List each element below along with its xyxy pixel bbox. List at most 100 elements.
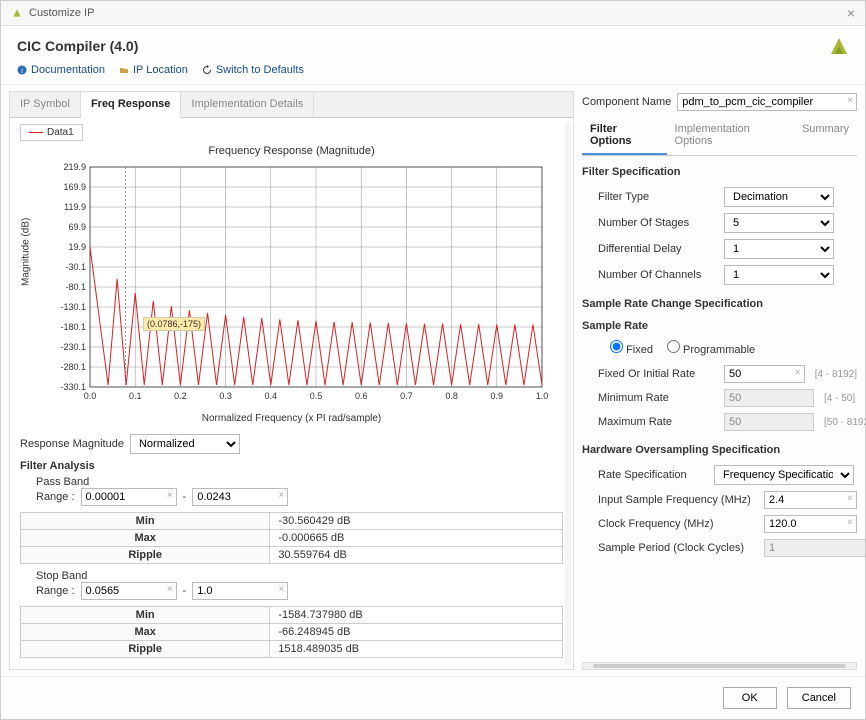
titlebar: Customize IP × (1, 1, 865, 26)
svg-text:0.8: 0.8 (445, 391, 458, 401)
chart-legend: Data1 (20, 124, 83, 141)
response-magnitude-select[interactable]: Normalized (130, 434, 240, 454)
tab-impl-details[interactable]: Implementation Details (181, 92, 314, 117)
svg-text:0.2: 0.2 (174, 391, 187, 401)
fixed-radio[interactable]: Fixed (610, 340, 653, 356)
tab-summary[interactable]: Summary (794, 117, 857, 155)
min-rate-hint: [4 - 50] (824, 393, 855, 404)
num-channels-select[interactable]: 1 (724, 265, 834, 285)
pass-band-table: Min-30.560429 dB Max-0.000665 dB Ripple3… (20, 512, 563, 564)
svg-text:0.4: 0.4 (264, 391, 277, 401)
response-magnitude-label: Response Magnitude (20, 438, 124, 450)
svg-text:-280.1: -280.1 (60, 362, 86, 372)
max-rate-hint: [50 - 8192] (824, 417, 865, 428)
filter-type-select[interactable]: Decimation (724, 187, 834, 207)
svg-text:219.9: 219.9 (63, 162, 86, 172)
num-channels-label: Number Of Channels (598, 269, 718, 281)
sample-rate-spec-title: Sample Rate Change Specification (582, 298, 857, 310)
filter-analysis-title: Filter Analysis (20, 460, 563, 472)
svg-text:-80.1: -80.1 (65, 282, 86, 292)
sample-period-input (764, 539, 865, 557)
tab-ip-symbol[interactable]: IP Symbol (10, 92, 81, 117)
chart[interactable]: 0.00.10.20.30.40.50.60.70.80.91.0219.916… (32, 161, 552, 411)
svg-text:119.9: 119.9 (64, 202, 86, 212)
clear-icon[interactable]: × (847, 517, 853, 528)
input-freq-label: Input Sample Frequency (MHz) (598, 494, 758, 506)
pass-band-from-input[interactable] (81, 488, 177, 506)
svg-text:-180.1: -180.1 (60, 322, 86, 332)
stop-band-to-input[interactable] (192, 582, 288, 600)
tab-freq-response[interactable]: Freq Response (81, 92, 181, 118)
chart-marker-label: (0.0786,-175) (143, 317, 205, 331)
clear-icon[interactable]: × (847, 95, 853, 106)
left-tabs: IP Symbol Freq Response Implementation D… (10, 92, 573, 118)
min-rate-input (724, 389, 814, 407)
info-icon: i (17, 65, 27, 75)
legend-line-icon (29, 132, 43, 133)
sample-rate-label: Sample Rate (582, 320, 857, 332)
close-icon[interactable]: × (847, 5, 855, 21)
svg-text:-30.1: -30.1 (65, 262, 86, 272)
clear-icon[interactable]: × (847, 493, 853, 504)
tab-filter-options[interactable]: Filter Options (582, 117, 667, 155)
num-stages-label: Number Of Stages (598, 217, 718, 229)
svg-text:19.9: 19.9 (68, 242, 86, 252)
max-rate-label: Maximum Rate (598, 416, 718, 428)
rate-spec-select[interactable]: Frequency Specification (714, 465, 854, 485)
max-rate-input (724, 413, 814, 431)
legend-label: Data1 (47, 127, 74, 138)
clear-icon[interactable]: × (167, 490, 173, 501)
stop-band-from-input[interactable] (81, 582, 177, 600)
svg-text:-330.1: -330.1 (60, 382, 86, 392)
input-freq-input[interactable] (764, 491, 857, 509)
cancel-button[interactable]: Cancel (787, 687, 851, 709)
svg-text:0.5: 0.5 (309, 391, 322, 401)
chart-ylabel: Magnitude (dB) (20, 218, 31, 286)
rate-spec-label: Rate Specification (598, 469, 708, 481)
filter-spec-title: Filter Specification (582, 166, 857, 178)
svg-text:0.0: 0.0 (83, 391, 96, 401)
chart-title: Frequency Response (Magnitude) (20, 145, 563, 157)
fixed-rate-hint: [4 - 8192] (815, 369, 857, 380)
switch-defaults-link[interactable]: Switch to Defaults (202, 64, 304, 76)
switch-defaults-label: Switch to Defaults (216, 64, 304, 76)
programmable-radio[interactable]: Programmable (667, 340, 755, 356)
component-name-input[interactable] (677, 93, 857, 111)
svg-text:1.0: 1.0 (535, 391, 548, 401)
vendor-logo-icon (829, 36, 849, 56)
tab-impl-options[interactable]: Implementation Options (667, 117, 794, 155)
pass-band-to-input[interactable] (192, 488, 288, 506)
pass-band-label: Pass Band (36, 476, 563, 488)
stop-band-table: Min-1584.737980 dB Max-66.248945 dB Ripp… (20, 606, 563, 658)
num-stages-select[interactable]: 5 (724, 213, 834, 233)
fixed-rate-input[interactable] (724, 365, 805, 383)
vertical-scrollbar[interactable] (565, 122, 571, 665)
ok-button[interactable]: OK (723, 687, 777, 709)
clear-icon[interactable]: × (167, 584, 173, 595)
clock-freq-input[interactable] (764, 515, 857, 533)
min-rate-label: Minimum Rate (598, 392, 718, 404)
svg-text:0.7: 0.7 (400, 391, 413, 401)
window-title: Customize IP (29, 7, 847, 19)
clear-icon[interactable]: × (278, 584, 284, 595)
stop-band-range-label: Range : (36, 585, 75, 597)
clock-freq-label: Clock Frequency (MHz) (598, 518, 758, 530)
folder-icon (119, 65, 129, 75)
right-tabs: Filter Options Implementation Options Su… (582, 117, 857, 156)
fixed-rate-label: Fixed Or Initial Rate (598, 368, 718, 380)
svg-text:0.9: 0.9 (490, 391, 503, 401)
ip-title: CIC Compiler (4.0) (17, 38, 829, 54)
ip-location-label: IP Location (133, 64, 188, 76)
component-name-label: Component Name (582, 96, 671, 108)
horizontal-scrollbar[interactable] (582, 662, 857, 670)
ip-location-link[interactable]: IP Location (119, 64, 188, 76)
diff-delay-select[interactable]: 1 (724, 239, 834, 259)
refresh-icon (202, 65, 212, 75)
svg-text:169.9: 169.9 (63, 182, 86, 192)
documentation-link[interactable]: iDocumentation (17, 64, 105, 76)
stop-band-label: Stop Band (36, 570, 563, 582)
clear-icon[interactable]: × (795, 367, 801, 378)
clear-icon[interactable]: × (278, 490, 284, 501)
sample-period-label: Sample Period (Clock Cycles) (598, 542, 758, 554)
pass-band-range-label: Range : (36, 491, 75, 503)
